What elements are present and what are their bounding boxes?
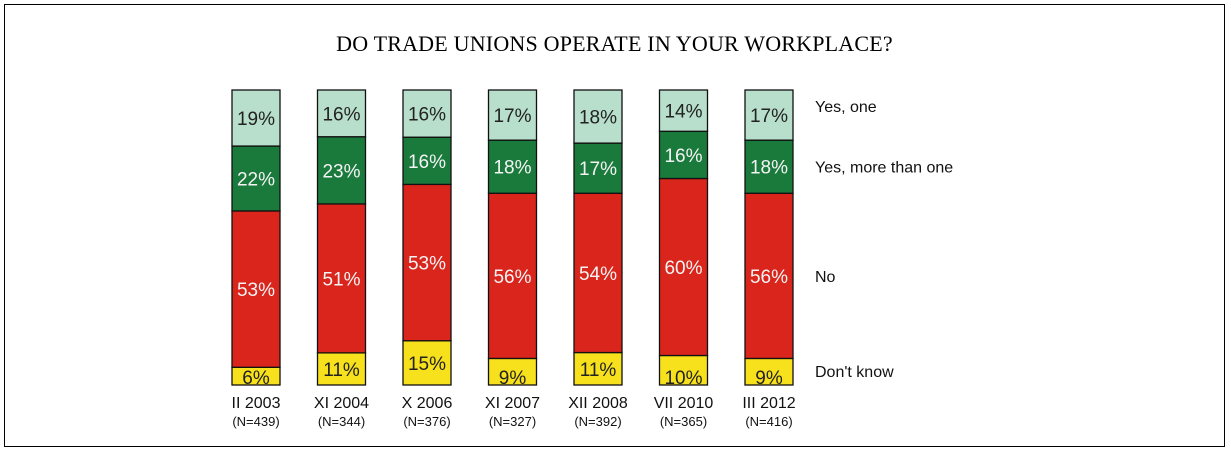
category-label: XII 2008 xyxy=(568,395,628,412)
data-label: 16% xyxy=(322,104,360,125)
bar-segment-don-t-know-2 xyxy=(316,352,367,386)
legend-item-yes-one: Yes, one xyxy=(815,99,877,116)
data-label: 16% xyxy=(408,152,446,173)
bar-segment-yes-more-than-one-2 xyxy=(316,136,367,205)
data-label: 14% xyxy=(664,102,702,123)
sample-size-label: (N=392) xyxy=(574,414,621,429)
category-label: XI 2004 xyxy=(314,395,369,412)
data-label: 17% xyxy=(750,106,788,127)
bar-segment-no-2 xyxy=(316,203,367,354)
data-label: 15% xyxy=(408,354,446,375)
bar-segment-yes-more-than-one-3 xyxy=(402,136,452,186)
data-label: 54% xyxy=(579,264,617,285)
data-label: 18% xyxy=(579,108,617,129)
bar-segment-no-4 xyxy=(487,192,538,360)
legend-item-no: No xyxy=(815,269,836,286)
data-label: 56% xyxy=(493,267,531,288)
category-label: III 2012 xyxy=(742,395,795,412)
bar-segment-yes-one-7 xyxy=(744,89,794,141)
data-label: 53% xyxy=(237,280,275,301)
data-label: 23% xyxy=(322,161,360,182)
bar-segment-no-7 xyxy=(744,192,794,360)
bar-segment-no-6 xyxy=(658,177,709,357)
bar-segment-yes-one-2 xyxy=(316,89,367,138)
sample-size-label: (N=416) xyxy=(745,414,792,429)
data-label: 18% xyxy=(493,158,531,179)
bar-segment-no-3 xyxy=(402,183,452,342)
sample-size-label: (N=365) xyxy=(660,414,707,429)
bar-segment-no-1 xyxy=(231,210,281,368)
category-label: XI 2007 xyxy=(485,395,540,412)
category-label: II 2003 xyxy=(232,395,281,412)
data-label: 17% xyxy=(493,106,531,127)
data-label: 56% xyxy=(750,267,788,288)
bar-segment-don-t-know-6 xyxy=(658,354,709,386)
sample-size-label: (N=327) xyxy=(489,414,536,429)
data-label: 11% xyxy=(580,360,617,381)
category-label: X 2006 xyxy=(402,395,453,412)
data-label: 17% xyxy=(579,159,617,180)
data-label: 19% xyxy=(237,109,275,130)
data-label: 10% xyxy=(664,368,702,389)
data-label: 6% xyxy=(242,368,270,389)
data-label: 9% xyxy=(755,368,783,389)
bar-segment-yes-one-5 xyxy=(573,89,623,144)
bar-segment-yes-more-than-one-5 xyxy=(573,142,623,194)
data-label: 18% xyxy=(750,158,788,179)
data-label: 11% xyxy=(323,360,360,381)
bar-segment-yes-more-than-one-4 xyxy=(487,139,538,194)
category-label: VII 2010 xyxy=(654,395,714,412)
bar-segment-yes-one-4 xyxy=(487,89,538,141)
sample-size-label: (N=344) xyxy=(318,414,365,429)
sample-size-label: (N=439) xyxy=(232,414,279,429)
bar-segment-yes-one-6 xyxy=(658,89,709,132)
chart-title: DO TRADE UNIONS OPERATE IN YOUR WORKPLAC… xyxy=(336,31,893,56)
legend-item-yes-more-than-one: Yes, more than one xyxy=(815,160,953,177)
legend-item-don-t-know: Don't know xyxy=(815,364,894,381)
data-label: 51% xyxy=(322,269,360,290)
data-label: 53% xyxy=(408,254,446,275)
data-label: 16% xyxy=(664,146,702,167)
bar-segment-don-t-know-7 xyxy=(744,357,794,386)
bar-segment-don-t-know-4 xyxy=(487,357,538,386)
bar-segment-yes-one-1 xyxy=(231,89,281,147)
data-label: 9% xyxy=(499,368,527,389)
bar-segment-yes-more-than-one-1 xyxy=(231,145,281,212)
sample-size-label: (N=376) xyxy=(403,414,450,429)
data-label: 16% xyxy=(408,105,446,126)
bar-segment-yes-more-than-one-6 xyxy=(658,130,709,180)
data-label: 22% xyxy=(237,170,275,191)
data-label: 60% xyxy=(664,258,702,279)
bar-segment-yes-one-3 xyxy=(402,89,452,138)
